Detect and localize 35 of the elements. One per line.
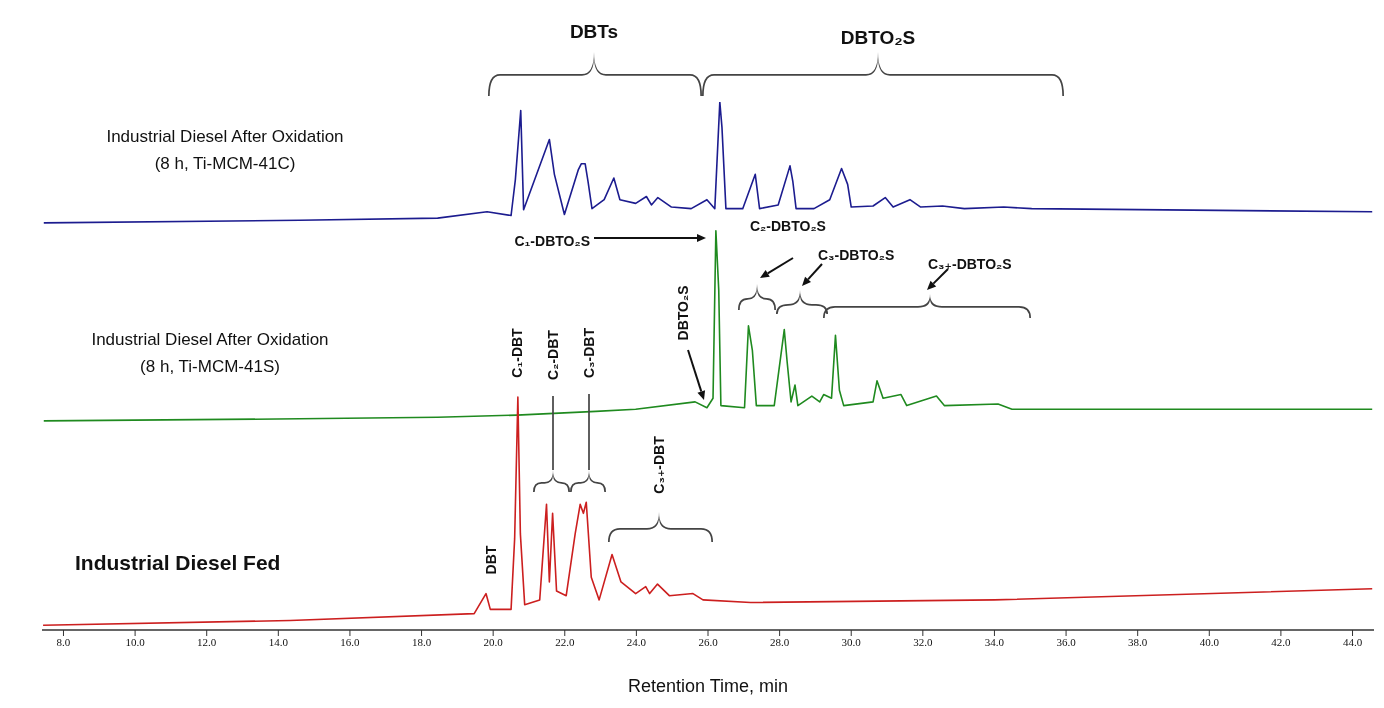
x-tick-label: 12.0 [197, 635, 217, 648]
text: Industrial Diesel After Oxidation (8 h, Ti-MCM-41C) [106, 127, 344, 174]
x-tick-label: 8.0 [56, 635, 71, 648]
annotation: C₂-DBT [545, 329, 561, 380]
x-tick-label: 26.0 [698, 635, 719, 648]
x-tick-label: 38.0 [1128, 635, 1148, 648]
x-tick-label: 32.0 [913, 635, 933, 648]
x-tick-label: 30.0 [841, 635, 862, 648]
x-tick-label: 20.0 [483, 635, 504, 648]
annotation: C₃₊-DBT [651, 435, 667, 494]
x-tick-label: 24.0 [626, 635, 647, 648]
annotation: C₁-DBT [509, 327, 525, 378]
x-tick-label: 36.0 [1056, 635, 1077, 648]
x-tick-label: 42.0 [1271, 635, 1292, 648]
annotation: C₃₊-DBTO₂S [928, 256, 1012, 272]
text: DBTO₂S [840, 27, 916, 48]
annotation: DBTO₂S [675, 285, 691, 341]
annotation: C₂-DBTO₂S [750, 218, 826, 234]
annotation: C₃-DBT [581, 327, 597, 379]
x-tick-label: 18.0 [411, 635, 432, 648]
annotation: DBT [483, 545, 499, 575]
text: DBTs [569, 21, 619, 42]
x-tick-label: 10.0 [125, 635, 146, 648]
text: Industrial Diesel After Oxidation (8 h, Ti-MCM-41S) [91, 330, 329, 377]
x-tick-label: 28.0 [769, 635, 790, 648]
x-axis-title: Retention Time, min [627, 676, 789, 696]
text: Industrial Diesel Fed [75, 551, 281, 574]
x-tick-label: 16.0 [340, 635, 361, 648]
x-tick-label: 40.0 [1199, 635, 1220, 648]
x-tick-label: 22.0 [555, 635, 575, 648]
annotation: C₁-DBTO₂S [514, 233, 590, 249]
x-tick-label: 14.0 [268, 635, 289, 648]
annotation: C₃-DBTO₂S [818, 247, 895, 263]
x-tick-label: 44.0 [1342, 635, 1363, 648]
x-tick-label: 34.0 [984, 635, 1005, 648]
